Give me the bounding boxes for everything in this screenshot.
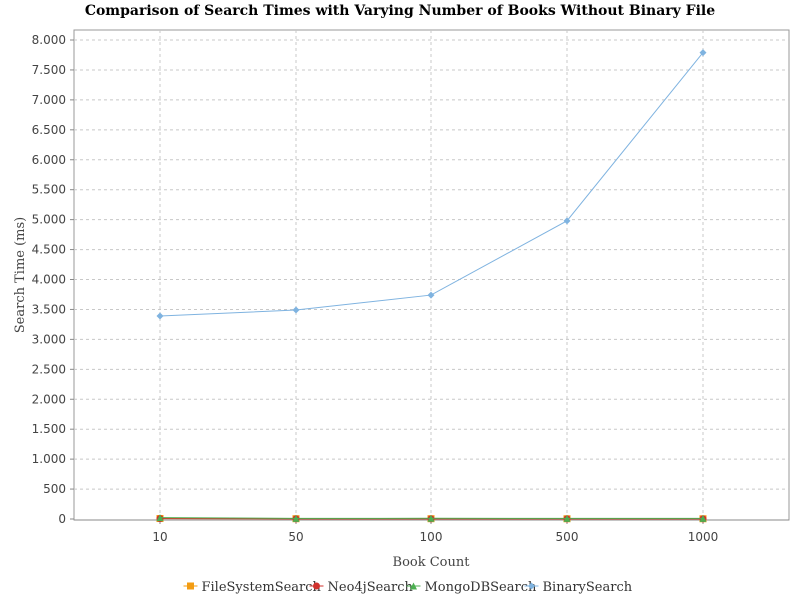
data-point (563, 217, 571, 225)
legend-label: Neo4jSearch (328, 580, 414, 595)
legend-item: MongoDBSearch (406, 580, 537, 595)
y-tick-label: 3.000 (32, 332, 66, 346)
y-tick-label: 3.500 (32, 302, 66, 316)
y-tick-label: 500 (43, 482, 66, 496)
x-tick-label: 10 (152, 530, 167, 544)
x-axis-ticks: 10 50 100 500 1000 (74, 519, 789, 544)
legend-marker (187, 582, 194, 590)
y-tick-label: 4.000 (32, 273, 66, 287)
legend-label: FileSystemSearch (202, 580, 322, 595)
y-tick-label: 1.000 (32, 452, 66, 466)
series-MongoDBSearch (156, 514, 707, 522)
y-tick-label: 7.000 (32, 93, 66, 107)
y-tick-label: 1.500 (32, 422, 66, 436)
legend-item: FileSystemSearch (183, 580, 322, 595)
y-tick-label: 5.000 (32, 213, 66, 227)
data-point (699, 49, 707, 57)
data-point (427, 514, 435, 522)
y-tick-label: 8.000 (32, 33, 66, 47)
legend-marker (410, 582, 417, 590)
y-tick-label: 2.500 (32, 362, 66, 376)
data-point (156, 312, 164, 320)
y-tick-label: 7.500 (32, 63, 66, 77)
x-axis-label: Book Count (393, 555, 471, 570)
legend-item: BinarySearch (524, 580, 633, 595)
series-BinarySearch (156, 49, 707, 320)
x-tick-label: 50 (288, 530, 303, 544)
legend-marker (313, 582, 320, 590)
x-tick-label: 500 (556, 530, 579, 544)
series-layer (156, 49, 707, 523)
x-tick-label: 1000 (688, 530, 719, 544)
legend-label: MongoDBSearch (425, 580, 537, 595)
y-tick-label: 6.500 (32, 123, 66, 137)
legend-item: Neo4jSearch (309, 580, 414, 595)
y-axis-ticks: 0 500 1.000 1.500 2.000 2.500 3.000 3.500 4.000 4… (32, 33, 74, 526)
x-tick-label: 100 (420, 530, 443, 544)
data-point (292, 514, 300, 522)
y-axis-label: Search Time (ms) (13, 217, 28, 333)
y-tick-label: 5.500 (32, 183, 66, 197)
data-point (156, 514, 164, 522)
chart-title: Comparison of Search Times with Varying … (85, 3, 715, 19)
data-point (699, 514, 707, 522)
y-tick-label: 0 (58, 512, 66, 526)
data-point (292, 306, 300, 314)
legend: FileSystemSearch Neo4jSearch MongoDBSearch… (183, 580, 633, 595)
legend-label: BinarySearch (543, 580, 633, 595)
y-tick-label: 6.000 (32, 153, 66, 167)
y-tick-label: 4.500 (32, 243, 66, 257)
y-tick-label: 2.000 (32, 392, 66, 406)
legend-marker (528, 582, 535, 590)
data-point (563, 514, 571, 522)
grid (74, 30, 789, 520)
data-point (427, 291, 435, 299)
